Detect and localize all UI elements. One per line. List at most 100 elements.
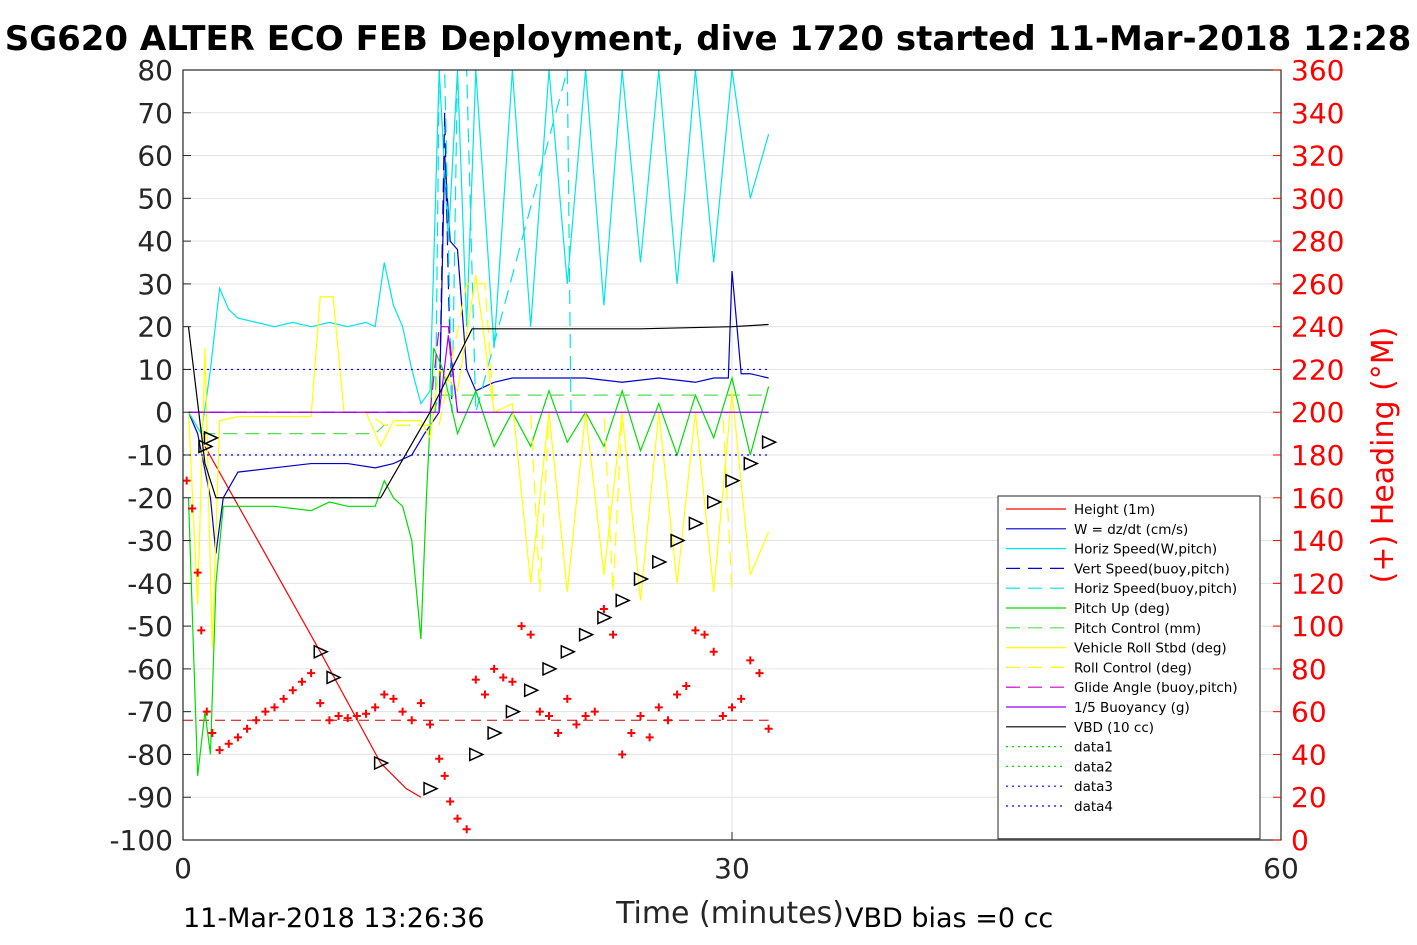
heading-point xyxy=(325,716,334,725)
legend-entry: Glide Angle (buoy,pitch) xyxy=(1074,680,1238,696)
vbd-marker xyxy=(652,554,668,570)
heading-point xyxy=(764,724,773,733)
vbd-marker xyxy=(487,725,503,741)
chart-title: SG620 ALTER ECO FEB Deployment, dive 172… xyxy=(5,19,1412,59)
footer-vbd-bias: VBD bias =0 cc xyxy=(845,903,1053,934)
heading-point xyxy=(453,814,462,823)
heading-point xyxy=(362,709,370,718)
y2-tick-label: 360 xyxy=(1291,54,1344,87)
y2-tick-label: 60 xyxy=(1291,696,1327,729)
heading-point xyxy=(663,716,672,725)
heading-point xyxy=(508,677,517,686)
y-tick-label: 60 xyxy=(137,140,173,173)
legend-entry: data4 xyxy=(1074,799,1113,815)
vbd-marker xyxy=(578,627,595,642)
vbd-marker xyxy=(326,670,342,685)
heading-point xyxy=(343,714,352,723)
y-tick-label: 40 xyxy=(137,225,173,258)
heading-point xyxy=(426,720,435,729)
y2-tick-label: 340 xyxy=(1291,97,1344,130)
legend-entry: W = dz/dt (cm/s) xyxy=(1074,522,1188,538)
y-tick-label: 80 xyxy=(137,54,173,87)
series-line xyxy=(187,155,769,554)
legend-entry: Pitch Control (mm) xyxy=(1074,621,1201,637)
series-line xyxy=(187,275,770,648)
y2-tick-label: 100 xyxy=(1291,610,1344,643)
vbd-marker xyxy=(469,747,485,762)
y2-tick-label: 260 xyxy=(1291,268,1344,301)
legend-entry: Horiz Speed(W,pitch) xyxy=(1074,542,1217,558)
heading-point xyxy=(352,711,361,720)
legend-entry: data2 xyxy=(1074,759,1113,775)
y2-tick-label: 80 xyxy=(1291,653,1327,686)
y2-tick-label: 200 xyxy=(1291,396,1344,429)
heading-point xyxy=(526,630,535,639)
heading-point xyxy=(316,699,325,708)
heading-point xyxy=(208,729,217,738)
y2-tick-label: 140 xyxy=(1291,525,1344,558)
vbd-marker xyxy=(688,516,705,531)
series-line xyxy=(204,446,422,798)
vbd-marker xyxy=(615,593,631,608)
x-tick-label: 60 xyxy=(1263,852,1299,885)
vbd-marker xyxy=(203,430,220,446)
heading-point xyxy=(416,699,425,708)
y2-tick-label: 180 xyxy=(1291,439,1344,472)
heading-point xyxy=(261,707,270,716)
y-tick-label: -60 xyxy=(127,653,173,686)
vbd-marker xyxy=(423,781,439,796)
heading-point xyxy=(627,729,636,738)
heading-point xyxy=(197,626,206,635)
heading-point xyxy=(334,711,343,720)
y-tick-label: -80 xyxy=(127,738,173,771)
y-tick-label: 30 xyxy=(137,268,173,301)
heading-point xyxy=(462,825,471,834)
vbd-marker xyxy=(633,571,650,587)
y-tick-label: -20 xyxy=(127,482,173,515)
heading-point xyxy=(718,711,727,720)
y-tick-label: -30 xyxy=(127,525,173,558)
series-line xyxy=(188,335,769,413)
heading-point xyxy=(398,707,407,716)
y-tick-label: 50 xyxy=(137,182,173,215)
heading-point xyxy=(746,656,755,665)
y-tick-label: 0 xyxy=(155,396,173,429)
series-layer xyxy=(183,70,770,798)
heading-point xyxy=(563,694,572,703)
heading-point xyxy=(618,750,627,759)
heading-point xyxy=(700,630,709,639)
x-tick-label: 0 xyxy=(174,852,192,885)
heading-point xyxy=(490,664,499,673)
heading-point xyxy=(193,568,202,577)
y-tick-label: -70 xyxy=(127,696,173,729)
heading-point xyxy=(446,797,455,806)
y2-tick-label: 280 xyxy=(1291,225,1344,258)
heading-point xyxy=(183,476,191,485)
vbd-marker xyxy=(313,644,330,659)
heading-point xyxy=(279,694,288,703)
heading-point xyxy=(371,703,380,712)
vbd-marker xyxy=(505,704,522,719)
footer-timestamp: 11-Mar-2018 13:26:36 xyxy=(183,903,485,934)
legend-entry: Roll Control (deg) xyxy=(1074,660,1192,676)
heading-point xyxy=(581,711,590,720)
y-tick-label: 20 xyxy=(137,311,173,344)
legend: Height (1m) W = dz/dt (cm/s) Horiz Speed(W… xyxy=(997,495,1261,840)
vbd-marker xyxy=(743,456,760,471)
heading-point xyxy=(709,647,718,656)
x-tick-label: 30 xyxy=(714,852,750,885)
y2-tick-label: 20 xyxy=(1291,781,1327,814)
y2-tick-label: 240 xyxy=(1291,311,1344,344)
legend-entry: VBD (10 cc) xyxy=(1074,720,1154,736)
series-line xyxy=(187,347,770,776)
heading-point xyxy=(202,707,211,716)
legend-entry: Pitch Up (deg) xyxy=(1074,601,1170,617)
series-line xyxy=(434,70,572,413)
heading-point xyxy=(609,630,618,639)
heading-point xyxy=(572,720,581,729)
y2-tick-label: 120 xyxy=(1291,567,1344,600)
heading-point xyxy=(499,673,508,682)
heading-point xyxy=(389,694,398,703)
y2-tick-label: 0 xyxy=(1291,824,1309,857)
